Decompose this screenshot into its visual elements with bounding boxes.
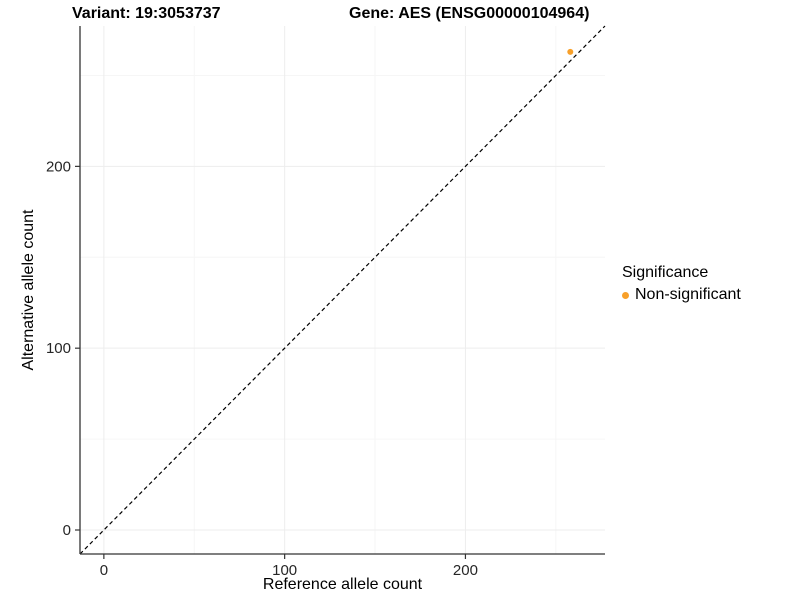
x-tick-label: 200 [453, 562, 478, 579]
x-axis-title: Reference allele count [262, 576, 423, 593]
plot-title-gene: Gene: AES (ENSG00000104964) [349, 5, 590, 22]
y-tick-label: 0 [63, 522, 71, 539]
legend-title: Significance [622, 264, 709, 281]
plot-title-variant: Variant: 19:3053737 [72, 5, 221, 22]
y-tick-label: 200 [46, 158, 71, 175]
x-tick-label: 0 [100, 562, 108, 579]
data-point [567, 48, 574, 55]
legend-point-icon [622, 291, 629, 299]
legend-entry-label: Non-significant [635, 286, 741, 303]
identity-dashed-line [79, 25, 606, 555]
legend-entry: Non-significant [622, 286, 741, 304]
legend: Significance Non-significant [622, 264, 741, 304]
x-tick-label: 100 [272, 562, 297, 579]
y-tick-label: 100 [46, 340, 71, 357]
